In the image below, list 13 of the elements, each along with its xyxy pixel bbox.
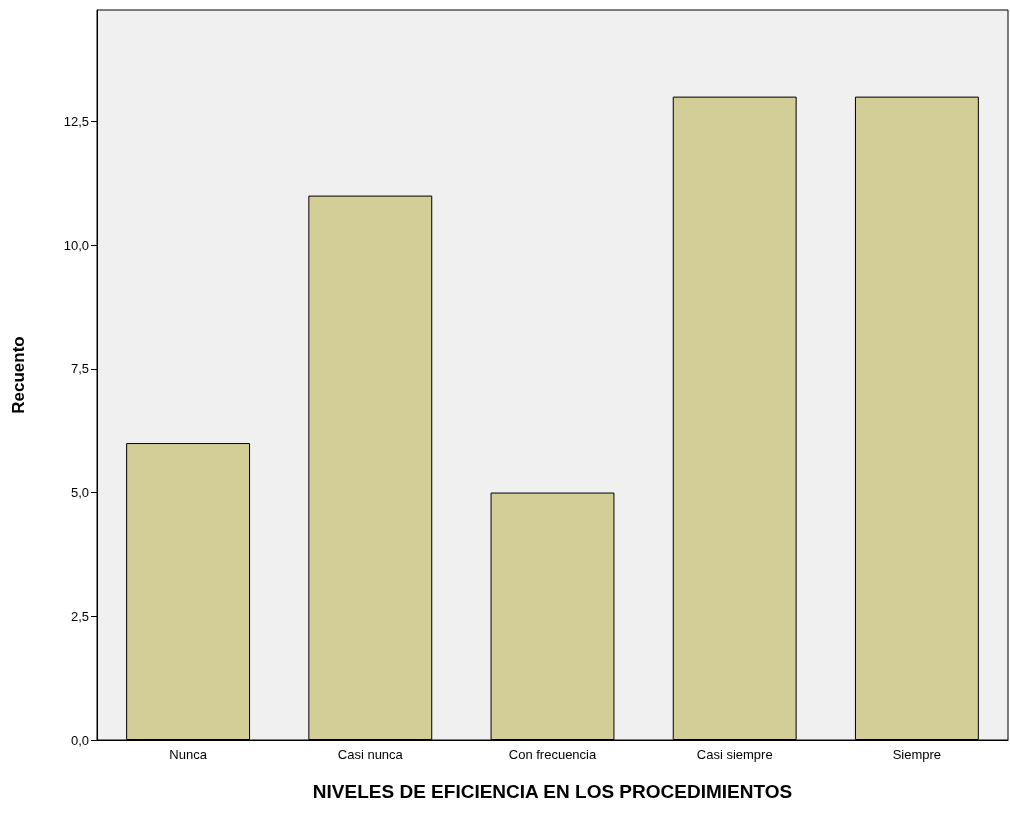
x-tick-label: Nunca — [169, 747, 208, 762]
y-tick-label: 12,5 — [63, 113, 89, 129]
x-tick-label: Casi siempre — [696, 747, 773, 762]
y-tick-label: 7,5 — [70, 361, 89, 377]
y-tick-label: 10,0 — [63, 237, 89, 253]
x-tick-label: Siempre — [892, 747, 942, 762]
x-tick-label: Casi nunca — [337, 747, 404, 762]
y-tick-label: 2,5 — [70, 608, 89, 624]
y-tick-label: 5,0 — [70, 485, 89, 501]
y-axis-title: Recuento — [9, 336, 28, 414]
y-tick-label: 0,0 — [70, 732, 89, 748]
x-axis-title: NIVELES DE EFICIENCIA EN LOS PROCEDIMIENTOS — [312, 781, 793, 802]
x-tick-label: Con frecuencia — [508, 747, 597, 762]
